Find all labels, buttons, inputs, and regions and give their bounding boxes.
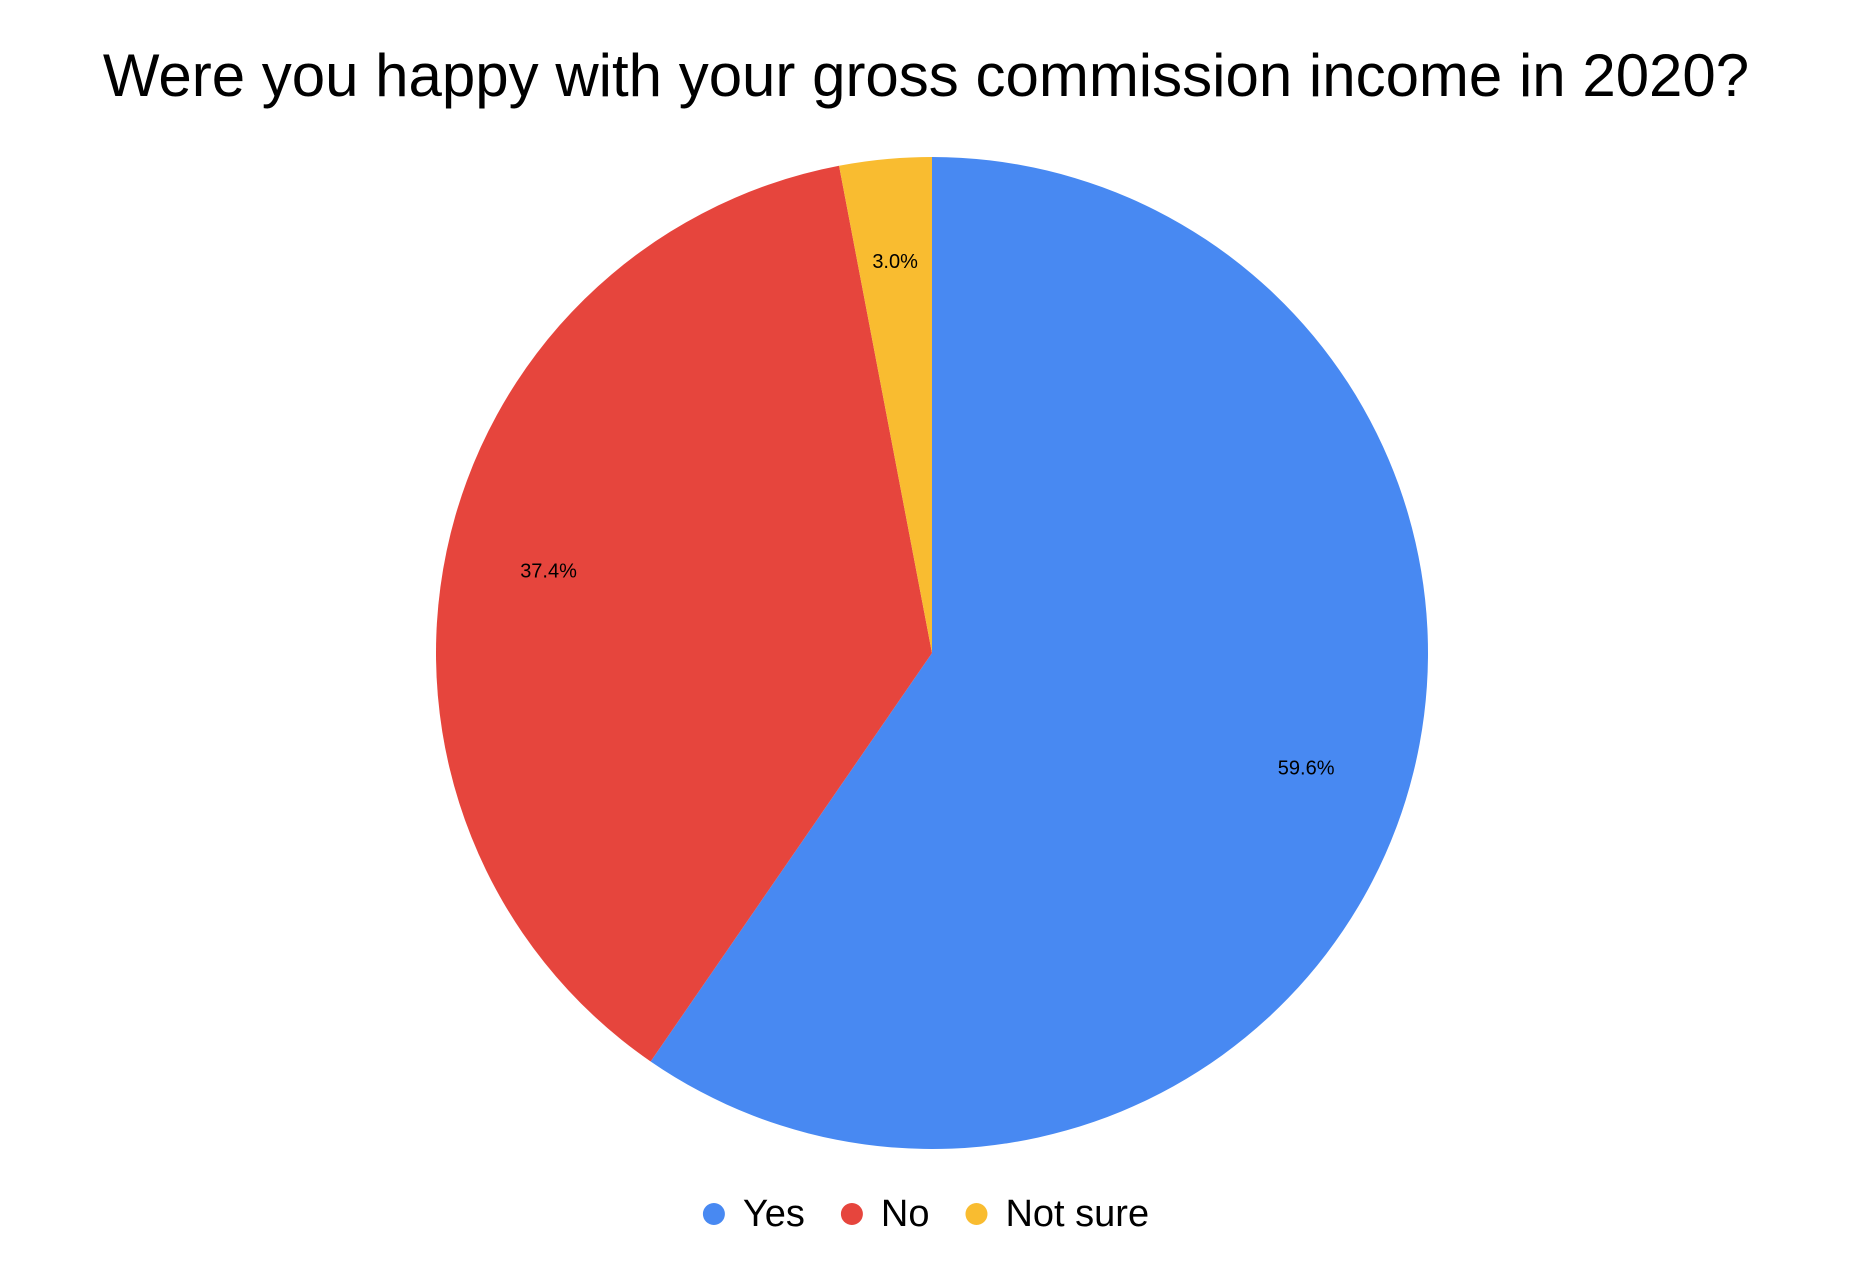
legend-label: Yes — [743, 1193, 805, 1235]
legend: Yes No Not sure — [702, 1193, 1149, 1235]
data-label: 3.0% — [872, 251, 918, 273]
legend-label: Not sure — [1005, 1193, 1149, 1235]
data-label: 59.6% — [1278, 758, 1335, 780]
pie: 59.6% 37.4% 3.0% — [436, 157, 1428, 1149]
pie-slice — [650, 157, 1428, 1149]
legend-marker — [840, 1203, 863, 1225]
legend-label: No — [881, 1193, 930, 1235]
data-label: 37.4% — [520, 561, 577, 583]
chart-title: Were you happy with your gross commissio… — [103, 42, 1749, 109]
pie-slice — [436, 165, 932, 1062]
legend-marker — [702, 1203, 725, 1225]
legend-marker — [965, 1203, 988, 1225]
pie-slice — [839, 157, 932, 653]
